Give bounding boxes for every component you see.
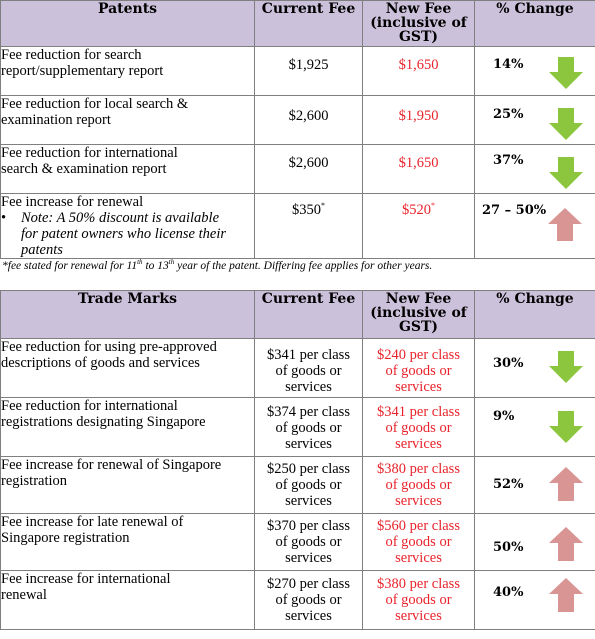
patents-header-row: Patents Current Fee New Fee (inclusive o… — [0, 0, 595, 47]
current-fee-cell: $370 per class of goods or services — [254, 513, 363, 571]
current-fee-cell: $1,925 — [254, 46, 363, 96]
change-cell: 25% — [474, 95, 595, 145]
renewal-footnote: *fee stated for renewal for 11th to 13th… — [2, 258, 433, 272]
change-cell: 27 – 50% — [474, 193, 595, 259]
current-fee-cell: $250 per class of goods or services — [254, 456, 363, 514]
new-fee-cell: $240 per class of goods or services — [362, 338, 475, 398]
fee-description: Fee reduction for local search & examina… — [0, 95, 255, 145]
down-arrow-icon — [549, 108, 583, 140]
new-fee-cell: $380 per class of goods or services — [362, 570, 475, 630]
new-fee-header-line1: New Fee — [385, 291, 452, 307]
change-cell: 50% — [474, 513, 595, 571]
new-fee-cell: $560 per class of goods or services — [362, 513, 475, 571]
new-fee-header-line2: (inclusive of — [370, 15, 467, 31]
fee-description: Fee increase for international renewal — [0, 570, 255, 630]
fee-description: Fee reduction for search report/suppleme… — [0, 46, 255, 96]
fee-description: Fee reduction for using pre-approved des… — [0, 338, 255, 398]
table-row: Fee increase for late renewal of Singapo… — [0, 513, 595, 571]
down-arrow-icon — [549, 351, 583, 383]
current-fee-cell: $374 per class of goods or services — [254, 397, 363, 457]
fee-description: Fee increase for late renewal of Singapo… — [0, 513, 255, 571]
trade-marks-header-row: Trade Marks Current Fee New Fee (inclusi… — [0, 290, 595, 339]
patents-fee-table: Patents Current Fee New Fee (inclusive o… — [0, 0, 595, 259]
change-cell: 52% — [474, 456, 595, 514]
fee-description: Fee reduction for international search &… — [0, 144, 255, 194]
trade-marks-header-current-fee: Current Fee — [254, 290, 363, 339]
table-row: Fee increase for renewal • Note: A 50% d… — [0, 193, 595, 259]
change-cell: 37% — [474, 144, 595, 194]
fee-description: Fee increase for renewal • Note: A 50% d… — [0, 193, 255, 259]
patents-header-category: Patents — [0, 0, 255, 47]
change-cell: 9% — [474, 397, 595, 457]
new-fee-cell: $1,650 — [362, 46, 475, 96]
new-fee-header-line3: GST) — [398, 319, 439, 335]
fee-description: Fee reduction for international registra… — [0, 397, 255, 457]
up-arrow-icon — [549, 527, 583, 561]
change-cell: 30% — [474, 338, 595, 398]
change-value: 52% — [493, 477, 524, 492]
new-fee-header-line3: GST) — [398, 29, 439, 45]
patents-header-new-fee: New Fee (inclusive of GST) — [362, 0, 475, 47]
trade-marks-fee-table: Trade Marks Current Fee New Fee (inclusi… — [0, 290, 595, 630]
up-arrow-icon — [548, 208, 582, 241]
new-fee-cell: $380 per class of goods or services — [362, 456, 475, 514]
new-fee-cell: $1,950 — [362, 95, 475, 145]
table-row: Fee reduction for search report/suppleme… — [0, 46, 595, 96]
bullet-icon: • — [1, 210, 7, 226]
trade-marks-header-new-fee: New Fee (inclusive of GST) — [362, 290, 475, 339]
table-row: Fee reduction for international search &… — [0, 144, 595, 194]
trade-marks-header-change: % Change — [474, 290, 595, 339]
fee-description: Fee increase for renewal of Singapore re… — [0, 456, 255, 514]
down-arrow-icon — [549, 157, 583, 189]
up-arrow-icon — [549, 467, 583, 501]
current-fee-cell: $270 per class of goods or services — [254, 570, 363, 630]
table-row: Fee reduction for using pre-approved des… — [0, 338, 595, 398]
current-fee-cell: $2,600 — [254, 95, 363, 145]
down-arrow-icon — [549, 57, 583, 89]
change-value: 30% — [493, 356, 524, 371]
table-row: Fee increase for renewal of Singapore re… — [0, 456, 595, 514]
patents-header-change: % Change — [474, 0, 595, 47]
table-row: Fee reduction for international registra… — [0, 397, 595, 457]
current-fee-cell: $350* — [254, 193, 363, 259]
change-value: 25% — [493, 107, 524, 122]
change-value: 9% — [493, 409, 515, 424]
new-fee-cell: $341 per class of goods or services — [362, 397, 475, 457]
table-row: Fee increase for international renewal $… — [0, 570, 595, 630]
change-value: 27 – 50% — [482, 203, 547, 218]
change-cell: 14% — [474, 46, 595, 96]
change-value: 50% — [493, 540, 524, 555]
down-arrow-icon — [549, 411, 583, 443]
new-fee-header-line2: (inclusive of — [370, 305, 467, 321]
patents-header-current-fee: Current Fee — [254, 0, 363, 47]
change-value: 37% — [493, 153, 524, 168]
renewal-note: • Note: A 50% discount is available for … — [1, 210, 227, 258]
new-fee-cell: $520* — [362, 193, 475, 259]
table-row: Fee reduction for local search & examina… — [0, 95, 595, 145]
new-fee-header-line1: New Fee — [385, 1, 452, 17]
change-value: 14% — [493, 57, 524, 72]
new-fee-cell: $1,650 — [362, 144, 475, 194]
trade-marks-header-category: Trade Marks — [0, 290, 255, 339]
current-fee-cell: $2,600 — [254, 144, 363, 194]
change-cell: 40% — [474, 570, 595, 630]
current-fee-cell: $341 per class of goods or services — [254, 338, 363, 398]
up-arrow-icon — [549, 578, 583, 612]
change-value: 40% — [493, 585, 524, 600]
